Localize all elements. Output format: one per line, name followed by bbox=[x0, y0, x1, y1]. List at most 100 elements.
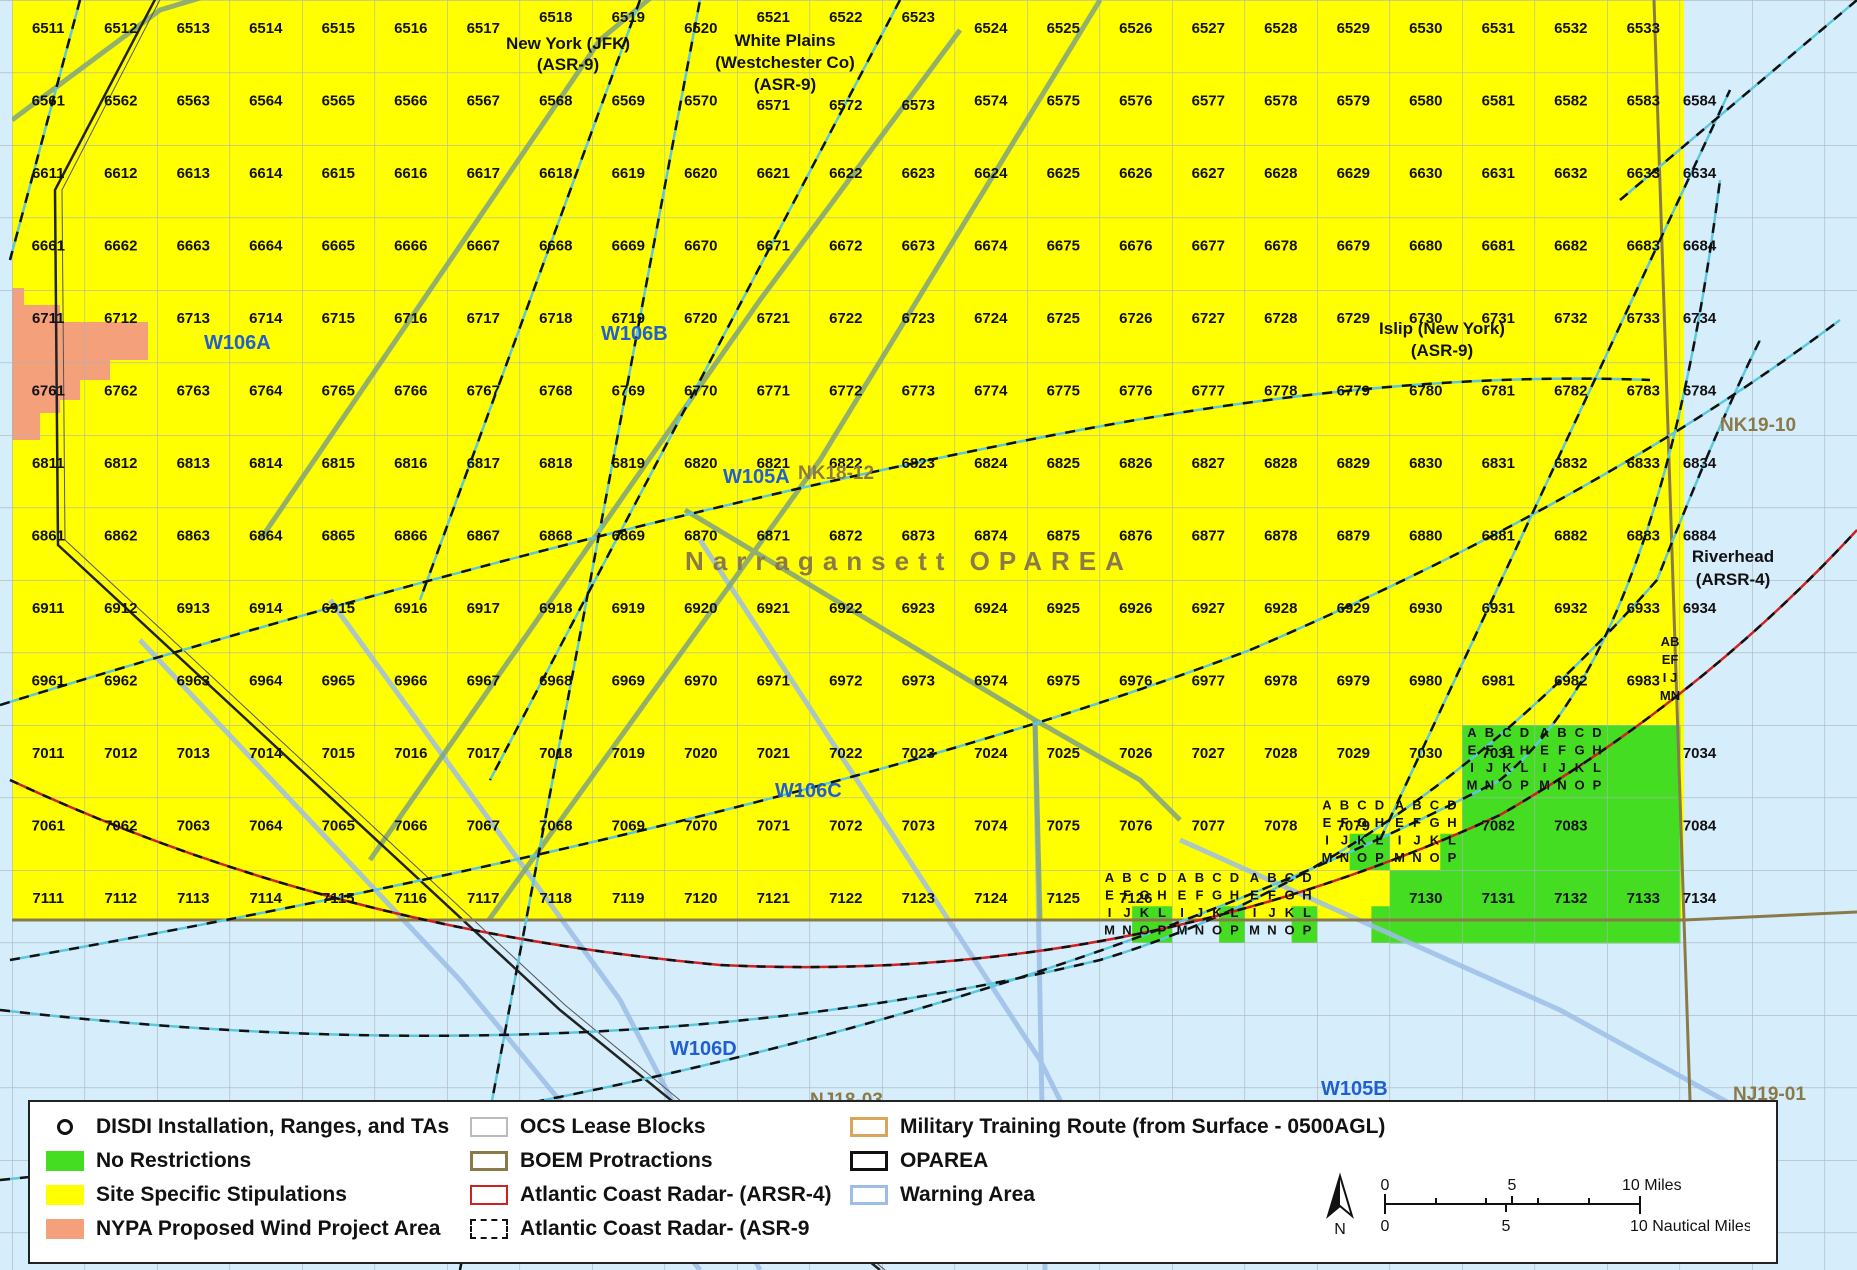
lease-block-id: 6815 bbox=[322, 455, 355, 472]
aliquot-letter: C bbox=[1140, 870, 1150, 885]
lease-block-id: 7072 bbox=[829, 818, 862, 835]
aliquot-letter: A bbox=[1177, 870, 1187, 885]
legend-ocs-lease-label: OCS Lease Blocks bbox=[520, 1115, 706, 1138]
lease-block-id: 7077 bbox=[1192, 818, 1225, 835]
lease-block-id: 6774 bbox=[974, 383, 1008, 400]
lease-block-id: 6570 bbox=[684, 93, 717, 110]
edge-aliquot-mn: MN bbox=[1660, 688, 1680, 703]
aliquot-letter: K bbox=[1212, 905, 1222, 920]
aliquot-letter: E bbox=[1323, 815, 1332, 830]
lease-block-id: 6761 bbox=[32, 383, 65, 400]
lease-block-id: 7079 bbox=[1337, 818, 1370, 835]
aliquot-letter: O bbox=[1574, 778, 1584, 793]
aliquot-letter: I bbox=[1470, 760, 1474, 775]
lease-block-id: 6522 bbox=[829, 9, 862, 26]
aliquot-letter: C bbox=[1285, 870, 1295, 885]
lease-block-id: 6617 bbox=[467, 165, 500, 182]
lease-block-id: 6819 bbox=[612, 455, 645, 472]
aliquot-letter: I bbox=[1325, 833, 1329, 848]
lease-block-id: 6779 bbox=[1337, 383, 1370, 400]
lease-block-id: 6721 bbox=[757, 310, 790, 327]
aliquot-letter: G bbox=[1574, 743, 1584, 758]
lease-block-id: 6923 bbox=[902, 600, 935, 617]
lease-block-id: 7083 bbox=[1554, 818, 1587, 835]
lease-block-id: 6769 bbox=[612, 383, 645, 400]
aliquot-letter: E bbox=[1468, 743, 1477, 758]
aliquot-letter: L bbox=[1303, 905, 1311, 920]
cyan-dash-swatch bbox=[470, 1219, 508, 1239]
lease-block-id: 7023 bbox=[902, 745, 935, 762]
lease-block-id: 6728 bbox=[1264, 310, 1297, 327]
lease-block-id: 6584 bbox=[1683, 93, 1717, 110]
lease-block-id: 6825 bbox=[1047, 455, 1080, 472]
lease-block-id: 7115 bbox=[322, 890, 355, 907]
lease-block-id: 6975 bbox=[1047, 673, 1080, 690]
lease-block-id: 6729 bbox=[1337, 310, 1370, 327]
blue-box-swatch bbox=[850, 1185, 888, 1205]
legend-oparea: OPAREA bbox=[850, 1146, 988, 1176]
lease-block-id: 6577 bbox=[1192, 93, 1225, 110]
lease-block-id: 7067 bbox=[467, 818, 500, 835]
lease-block-id: 7070 bbox=[684, 818, 717, 835]
lease-block-id: 6884 bbox=[1683, 528, 1717, 545]
lease-block-id: 7069 bbox=[612, 818, 645, 835]
green-fill-swatch bbox=[46, 1151, 84, 1171]
w106d-label: W106D bbox=[670, 1038, 737, 1060]
lease-block-id: 6631 bbox=[1482, 165, 1515, 182]
lease-block-id: 6713 bbox=[177, 310, 210, 327]
aliquot-letter: A bbox=[1250, 870, 1260, 885]
lease-block-id: 6973 bbox=[902, 673, 935, 690]
lease-block-id: 6733 bbox=[1627, 310, 1660, 327]
lease-block-id: 6983 bbox=[1627, 673, 1660, 690]
lease-block-id: 6980 bbox=[1409, 673, 1442, 690]
lease-block-id: 7018 bbox=[539, 745, 572, 762]
lease-block-id: 7030 bbox=[1409, 745, 1442, 762]
lease-block-id: 7015 bbox=[322, 745, 355, 762]
lease-block-id: 6823 bbox=[902, 455, 935, 472]
lease-block-id: 7011 bbox=[32, 745, 65, 762]
lease-block-id: 7016 bbox=[394, 745, 427, 762]
lease-block-id: 6829 bbox=[1337, 455, 1370, 472]
lease-block-id: 6927 bbox=[1192, 600, 1225, 617]
aliquot-letter: L bbox=[1376, 833, 1384, 848]
lease-block-id: 6866 bbox=[394, 528, 427, 545]
legend-arsr4: Atlantic Coast Radar- (ARSR-4) bbox=[470, 1180, 832, 1210]
lease-block-id: 6912 bbox=[104, 600, 137, 617]
lease-block-id: 7062 bbox=[104, 818, 137, 835]
legend-oparea-label: OPAREA bbox=[900, 1149, 989, 1172]
legend-warning-area-label: Warning Area bbox=[900, 1183, 1035, 1206]
lease-block-id: 6663 bbox=[177, 238, 210, 255]
lease-block-id: 6613 bbox=[177, 165, 210, 182]
lease-block-id: 6623 bbox=[902, 165, 935, 182]
legend-mtr: Military Training Route (from Surface - … bbox=[850, 1112, 1385, 1142]
legend-nypa-label: NYPA Proposed Wind Project Area bbox=[96, 1217, 441, 1240]
lease-block-id: 6532 bbox=[1554, 20, 1587, 37]
lease-block-id: 6583 bbox=[1627, 93, 1660, 110]
aliquot-letter: D bbox=[1375, 798, 1384, 813]
lease-block-id: 6828 bbox=[1264, 455, 1297, 472]
lease-block-id: 6928 bbox=[1264, 600, 1297, 617]
lease-block-id: 7029 bbox=[1337, 745, 1370, 762]
lease-block-id: 6784 bbox=[1683, 383, 1717, 400]
aliquot-letter: M bbox=[1539, 778, 1550, 793]
yellow-fill-swatch bbox=[46, 1185, 84, 1205]
legend-boem-label: BOEM Protractions bbox=[520, 1149, 713, 1172]
lease-block-id: 7112 bbox=[104, 890, 137, 907]
w106c-label: W106C bbox=[775, 780, 842, 802]
lease-block-id: 6976 bbox=[1119, 673, 1152, 690]
lease-block-id: 6831 bbox=[1482, 455, 1515, 472]
lease-block-id: 6578 bbox=[1264, 93, 1297, 110]
aliquot-letter: P bbox=[1375, 850, 1384, 865]
aliquot-letter: I bbox=[1253, 905, 1257, 920]
aliquot-letter: G bbox=[1139, 888, 1149, 903]
lease-block-id: 6880 bbox=[1409, 528, 1442, 545]
lease-block-id: 6775 bbox=[1047, 383, 1080, 400]
aliquot-letter: L bbox=[1448, 833, 1456, 848]
aliquot-letter: F bbox=[1196, 888, 1204, 903]
w105a-label: W105A bbox=[723, 466, 790, 488]
aliquot-letter: I bbox=[1398, 833, 1402, 848]
lease-block-id: 6512 bbox=[104, 20, 137, 37]
lease-block-id: 6720 bbox=[684, 310, 717, 327]
military-training-routes bbox=[12, 0, 1182, 920]
lease-block-id: 6671 bbox=[757, 238, 790, 255]
